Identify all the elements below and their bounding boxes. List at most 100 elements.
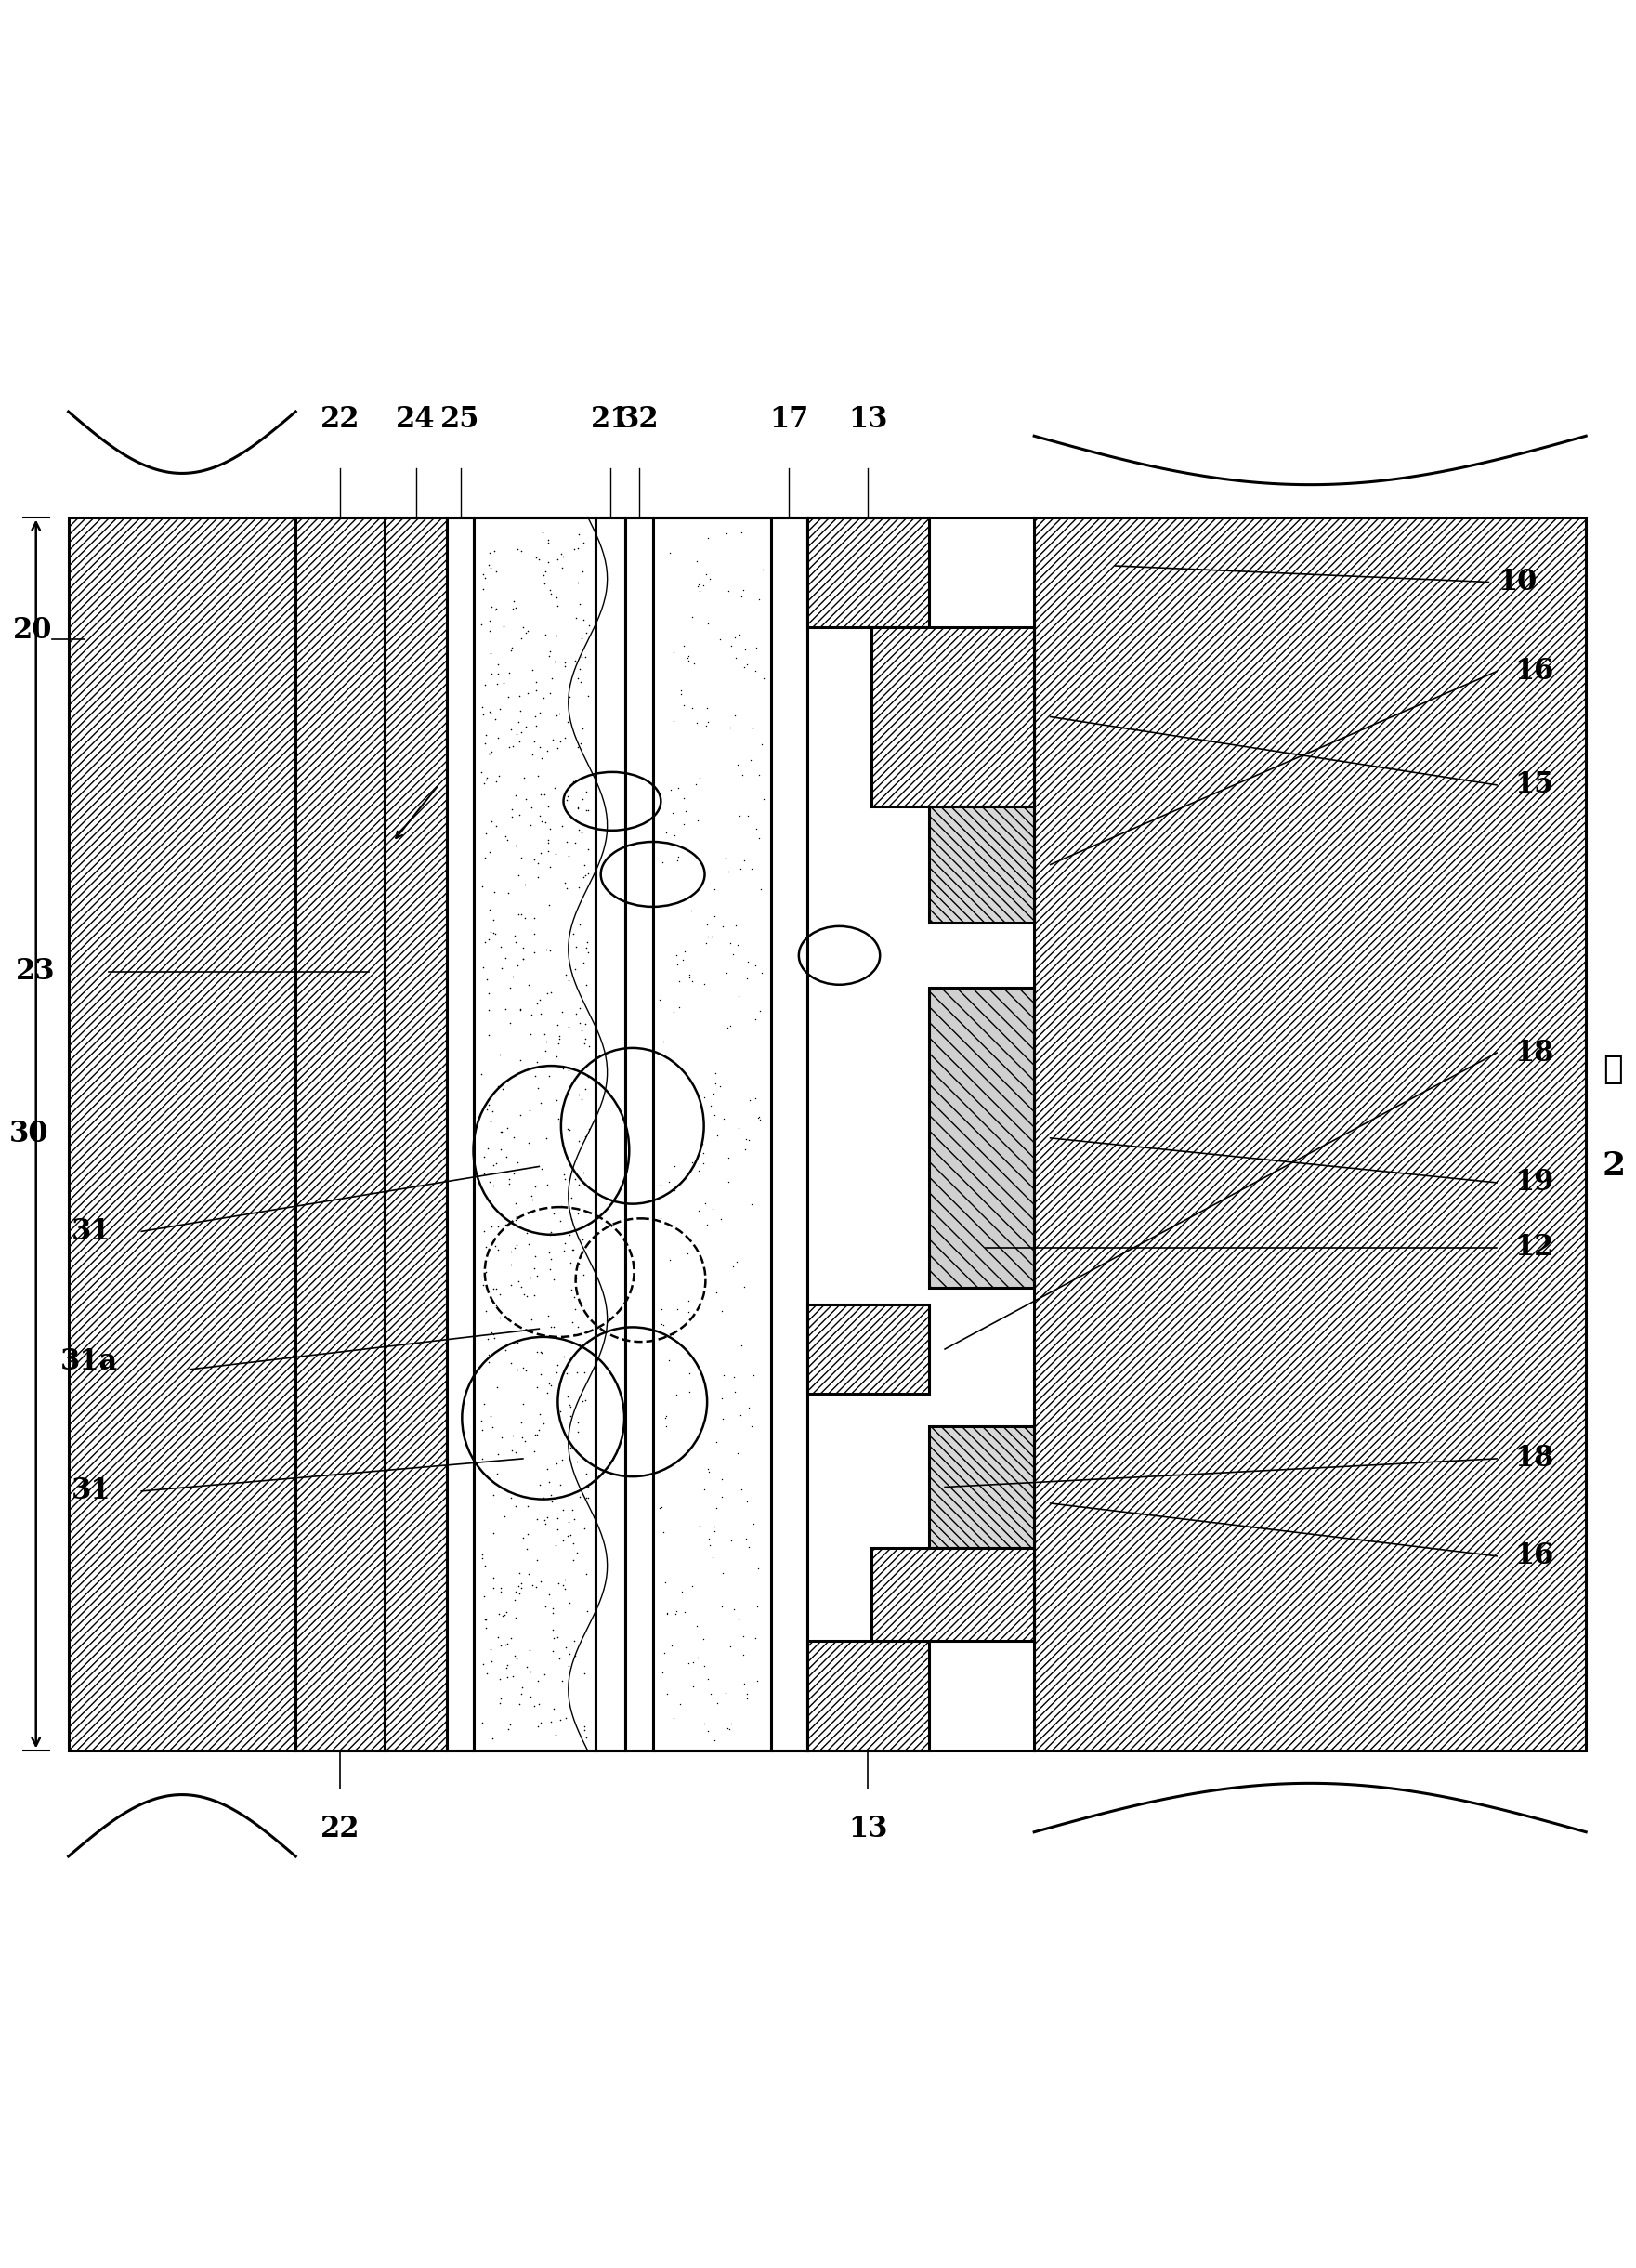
Point [483, 916, 509, 953]
Point [568, 726, 594, 762]
Point [566, 907, 592, 943]
Point [571, 1656, 597, 1692]
Point [530, 1195, 556, 1232]
Point [504, 948, 530, 984]
Point [730, 572, 756, 608]
Point [573, 792, 599, 828]
Point [676, 637, 702, 674]
Point [522, 1238, 548, 1275]
Point [676, 642, 702, 678]
Point [486, 758, 512, 794]
Point [492, 939, 519, 975]
Point [488, 1277, 514, 1313]
Bar [872, 1549, 1034, 1640]
Point [574, 678, 600, 714]
Point [560, 1542, 586, 1579]
Bar [872, 628, 1034, 805]
Point [538, 1309, 564, 1345]
Point [556, 1388, 582, 1424]
Point [574, 1592, 600, 1628]
Point [676, 1293, 702, 1329]
Point [561, 1315, 587, 1352]
Bar [807, 1304, 929, 1395]
Point [695, 1454, 721, 1490]
Point [535, 1452, 561, 1488]
Point [564, 565, 591, 601]
Point [542, 1717, 568, 1753]
Point [527, 1706, 553, 1742]
Point [690, 1706, 717, 1742]
Point [713, 955, 739, 991]
Point [563, 642, 589, 678]
Point [481, 1270, 507, 1306]
Point [519, 1177, 545, 1213]
Point [695, 519, 721, 556]
Point [690, 1080, 717, 1116]
Point [540, 1690, 566, 1726]
Point [676, 1644, 702, 1681]
Point [690, 1622, 717, 1658]
Point [743, 1080, 769, 1116]
Point [728, 578, 754, 615]
Point [561, 823, 587, 860]
Point [708, 1293, 735, 1329]
Point [677, 957, 703, 993]
Point [507, 1098, 533, 1134]
Point [501, 1118, 527, 1154]
Point [573, 1021, 599, 1057]
Point [528, 1334, 555, 1370]
Point [532, 553, 558, 590]
Point [483, 1288, 509, 1325]
Point [717, 925, 743, 962]
Point [576, 1059, 602, 1095]
Point [499, 959, 525, 996]
Point [553, 957, 579, 993]
Point [568, 665, 594, 701]
Point [573, 1556, 599, 1592]
Point [702, 1098, 728, 1134]
Point [566, 1245, 592, 1281]
Point [664, 1592, 690, 1628]
Bar [596, 517, 625, 1751]
Point [573, 1118, 599, 1154]
Point [694, 556, 720, 592]
Text: 19: 19 [1515, 1168, 1554, 1198]
Point [492, 991, 519, 1027]
Point [703, 1685, 730, 1721]
Point [563, 996, 589, 1032]
Point [499, 1345, 525, 1381]
Point [514, 1649, 540, 1685]
Point [478, 1102, 504, 1139]
Point [685, 1193, 712, 1229]
Point [479, 1721, 506, 1758]
Point [654, 1597, 681, 1633]
Point [573, 1070, 599, 1107]
Point [540, 1483, 566, 1520]
Point [749, 726, 775, 762]
Point [497, 1481, 524, 1517]
Point [474, 1656, 501, 1692]
Point [497, 1619, 524, 1656]
Point [679, 599, 705, 635]
Point [555, 1111, 581, 1148]
Point [553, 1356, 579, 1393]
Point [746, 1098, 772, 1134]
Point [489, 1070, 515, 1107]
Point [653, 1039, 679, 1075]
Point [502, 923, 528, 959]
Point [666, 769, 692, 805]
Point [496, 653, 522, 689]
Point [488, 1569, 514, 1606]
Point [550, 549, 576, 585]
Point [708, 1381, 735, 1418]
Point [473, 814, 499, 850]
Point [507, 1685, 533, 1721]
Point [550, 1492, 576, 1529]
Point [555, 1504, 581, 1540]
Point [674, 1218, 700, 1254]
Point [550, 1522, 576, 1558]
Point [468, 753, 494, 789]
Point [661, 635, 687, 671]
Point [564, 789, 591, 826]
Point [506, 703, 532, 739]
